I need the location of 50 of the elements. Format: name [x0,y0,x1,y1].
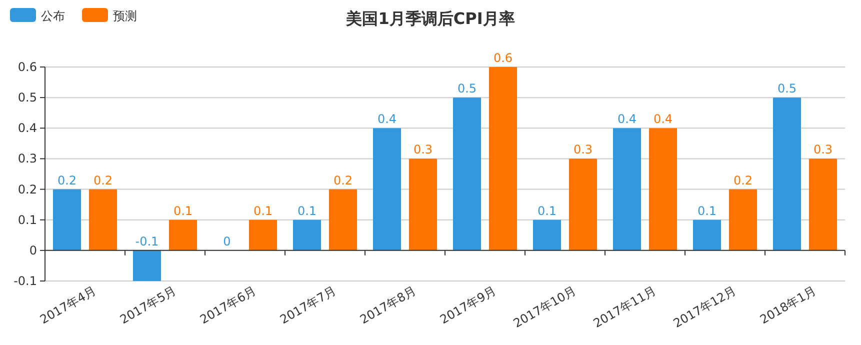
y-tick-label: 0.1 [18,212,37,227]
y-tick-label: 0.4 [18,121,37,136]
bar [53,189,81,250]
bar [569,158,597,250]
bar [693,220,721,250]
bar [133,250,161,281]
data-label: 0.2 [93,173,113,188]
bar [533,220,561,250]
chart-title: 美国1月季调后CPI月率 [345,9,515,28]
y-tick-label: 0 [29,243,37,258]
bar [373,128,401,250]
data-label: 0.6 [493,51,513,65]
data-label: 0.2 [733,173,753,188]
data-label: 0.3 [573,142,593,157]
legend-label: 预测 [113,9,137,23]
bar [649,128,677,250]
data-label: 0.1 [697,204,717,218]
y-tick-label: 0.6 [18,60,37,74]
bar [729,189,757,250]
data-label: 0.5 [457,82,477,96]
data-label: 0.4 [653,112,673,126]
y-tick-label: 0.2 [18,182,37,196]
bar [409,158,437,250]
y-tick-label: 0.5 [18,90,37,105]
data-label: 0.5 [777,82,797,96]
bar [489,67,517,250]
data-label: 0.3 [413,142,433,157]
bar [89,189,117,250]
data-label: 0.4 [617,112,637,126]
bar [293,220,321,250]
data-label: 0.1 [297,204,317,218]
bar [453,98,481,250]
data-label: 0.1 [537,204,557,218]
bar [809,158,837,250]
data-label: 0 [223,234,231,248]
data-label: 0.1 [253,204,273,218]
legend-label: 公布 [41,9,65,23]
y-tick-label: -0.1 [14,274,37,288]
bar [773,98,801,250]
data-label: 0.2 [333,173,353,188]
y-tick-label: 0.3 [18,152,37,166]
bar [169,220,197,250]
bar [613,128,641,250]
bar [329,189,357,250]
data-label: 0.2 [57,173,77,188]
data-label: 0.1 [173,204,193,218]
bar [249,220,277,250]
data-label: 0.4 [377,112,397,126]
data-label: -0.1 [135,234,159,248]
data-label: 0.3 [813,142,833,157]
